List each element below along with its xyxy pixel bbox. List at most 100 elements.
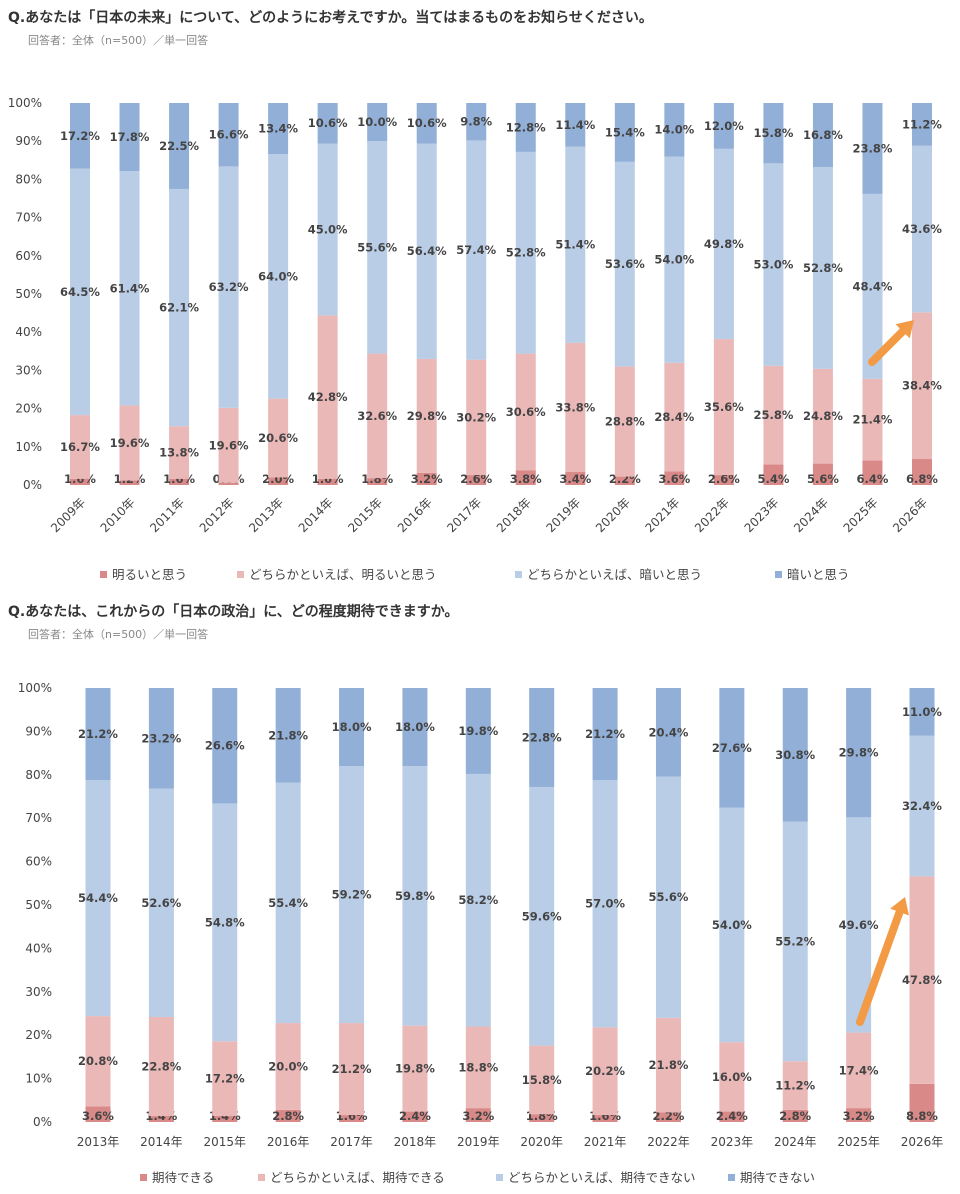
chart-1: Q.あなたは「日本の未来」について、どのようにお考えですか。当てはまるものをお知… — [8, 9, 943, 582]
y-tick-label: 40% — [15, 325, 42, 339]
data-label: 28.8% — [605, 415, 645, 429]
x-tick-label: 2015年 — [345, 495, 385, 535]
bar-segment — [317, 315, 338, 479]
data-label: 22.8% — [141, 1059, 181, 1073]
x-tick-label: 2020年 — [520, 1135, 563, 1149]
legend-label: 期待できない — [740, 1170, 815, 1185]
data-label: 2.4% — [399, 1109, 431, 1123]
bar-segment — [218, 482, 239, 485]
x-tick-label: 2012年 — [197, 495, 237, 535]
data-label: 6.4% — [857, 472, 889, 486]
bar-segment — [909, 876, 935, 1084]
bar-segment — [402, 1025, 428, 1112]
data-label: 2.8% — [779, 1109, 811, 1123]
data-label: 55.6% — [649, 890, 689, 904]
data-label: 2.8% — [272, 1109, 304, 1123]
x-tick-label: 2014年 — [296, 495, 336, 535]
bar-segment — [70, 168, 90, 416]
data-label: 15.4% — [605, 125, 645, 139]
data-label: 63.2% — [209, 280, 249, 294]
data-label: 3.4% — [559, 472, 591, 486]
data-label: 20.2% — [585, 1064, 625, 1078]
bar-segment — [515, 353, 536, 471]
bar-segment — [317, 143, 338, 316]
bar-segment — [529, 1114, 555, 1122]
data-label: 16.7% — [60, 440, 100, 454]
bar-segment — [466, 475, 487, 485]
bar-segment — [218, 103, 239, 167]
bar-segment — [367, 103, 388, 142]
data-label: 15.8% — [522, 1073, 562, 1087]
data-label: 19.8% — [458, 724, 498, 738]
data-label: 13.8% — [159, 446, 199, 460]
data-label: 21.2% — [332, 1062, 372, 1076]
y-tick-label: 60% — [25, 855, 52, 869]
y-tick-label: 80% — [25, 768, 52, 782]
bar-segment — [402, 688, 428, 767]
data-label: 49.6% — [839, 918, 879, 932]
bar-segment — [466, 140, 487, 360]
data-label: 6.8% — [906, 472, 938, 486]
data-label: 20.6% — [258, 431, 298, 445]
data-label: 22.5% — [159, 139, 199, 153]
data-label: 57.4% — [456, 243, 496, 257]
bar-segment — [367, 478, 388, 485]
chart-2: Q.あなたは、これからの「日本の政治」に、どの程度期待できますか。回答者：全体（… — [8, 603, 943, 1185]
x-tick-label: 2022年 — [692, 495, 732, 535]
x-tick-label: 2025年 — [841, 495, 881, 535]
data-label: 16.0% — [712, 1070, 752, 1084]
data-label: 26.6% — [205, 739, 245, 753]
data-label: 29.8% — [839, 746, 879, 760]
legend-label: 暗いと思う — [787, 567, 850, 582]
data-label: 21.2% — [585, 727, 625, 741]
data-label: 42.8% — [308, 390, 348, 404]
bar-segment — [812, 368, 833, 464]
bar-segment — [655, 688, 681, 777]
x-tick-label: 2011年 — [147, 495, 187, 535]
data-label: 32.6% — [357, 409, 397, 423]
bar-segment — [912, 103, 932, 146]
data-label: 25.8% — [753, 408, 793, 422]
data-label: 3.2% — [462, 1109, 494, 1123]
bar-segment — [614, 366, 635, 477]
data-label: 17.4% — [839, 1063, 879, 1077]
bar-segment — [466, 359, 487, 476]
data-label: 30.6% — [506, 405, 546, 419]
data-label: 45.0% — [308, 222, 348, 236]
data-label: 17.8% — [110, 130, 150, 144]
data-label: 10.6% — [407, 116, 447, 130]
data-label: 3.2% — [843, 1109, 875, 1123]
data-label: 3.8% — [510, 472, 542, 486]
bar-segment — [713, 339, 734, 476]
bar-segment — [719, 1111, 745, 1122]
legend-label: 明るいと思う — [112, 567, 187, 582]
bar-segment — [212, 688, 238, 804]
y-tick-label: 100% — [8, 96, 42, 110]
data-label: 52.8% — [506, 246, 546, 260]
bar-segment — [85, 688, 111, 781]
x-tick-label: 2016年 — [267, 1135, 310, 1149]
x-tick-label: 2013年 — [246, 495, 286, 535]
bar-segment — [339, 766, 365, 1024]
bar-segment — [70, 103, 90, 169]
bar-segment — [317, 103, 338, 144]
legend-swatch — [258, 1174, 265, 1181]
data-label: 20.8% — [78, 1054, 118, 1068]
data-label: 11.2% — [902, 117, 942, 131]
data-label: 20.0% — [268, 1059, 308, 1073]
data-label: 23.8% — [853, 141, 893, 155]
data-label: 54.0% — [654, 253, 694, 267]
data-label: 16.8% — [803, 128, 843, 142]
data-label: 14.0% — [654, 123, 694, 137]
y-tick-label: 30% — [15, 363, 42, 377]
bar-segment — [763, 103, 784, 164]
bar-segment — [212, 803, 238, 1042]
x-tick-label: 2025年 — [837, 1135, 880, 1149]
bar-segment — [119, 103, 140, 171]
bar-segment — [465, 1026, 491, 1109]
x-tick-label: 2010年 — [98, 495, 138, 535]
bar-segment — [529, 688, 555, 787]
bar-segment — [782, 1061, 808, 1110]
data-label: 48.4% — [853, 279, 893, 293]
data-label: 47.8% — [902, 973, 942, 987]
